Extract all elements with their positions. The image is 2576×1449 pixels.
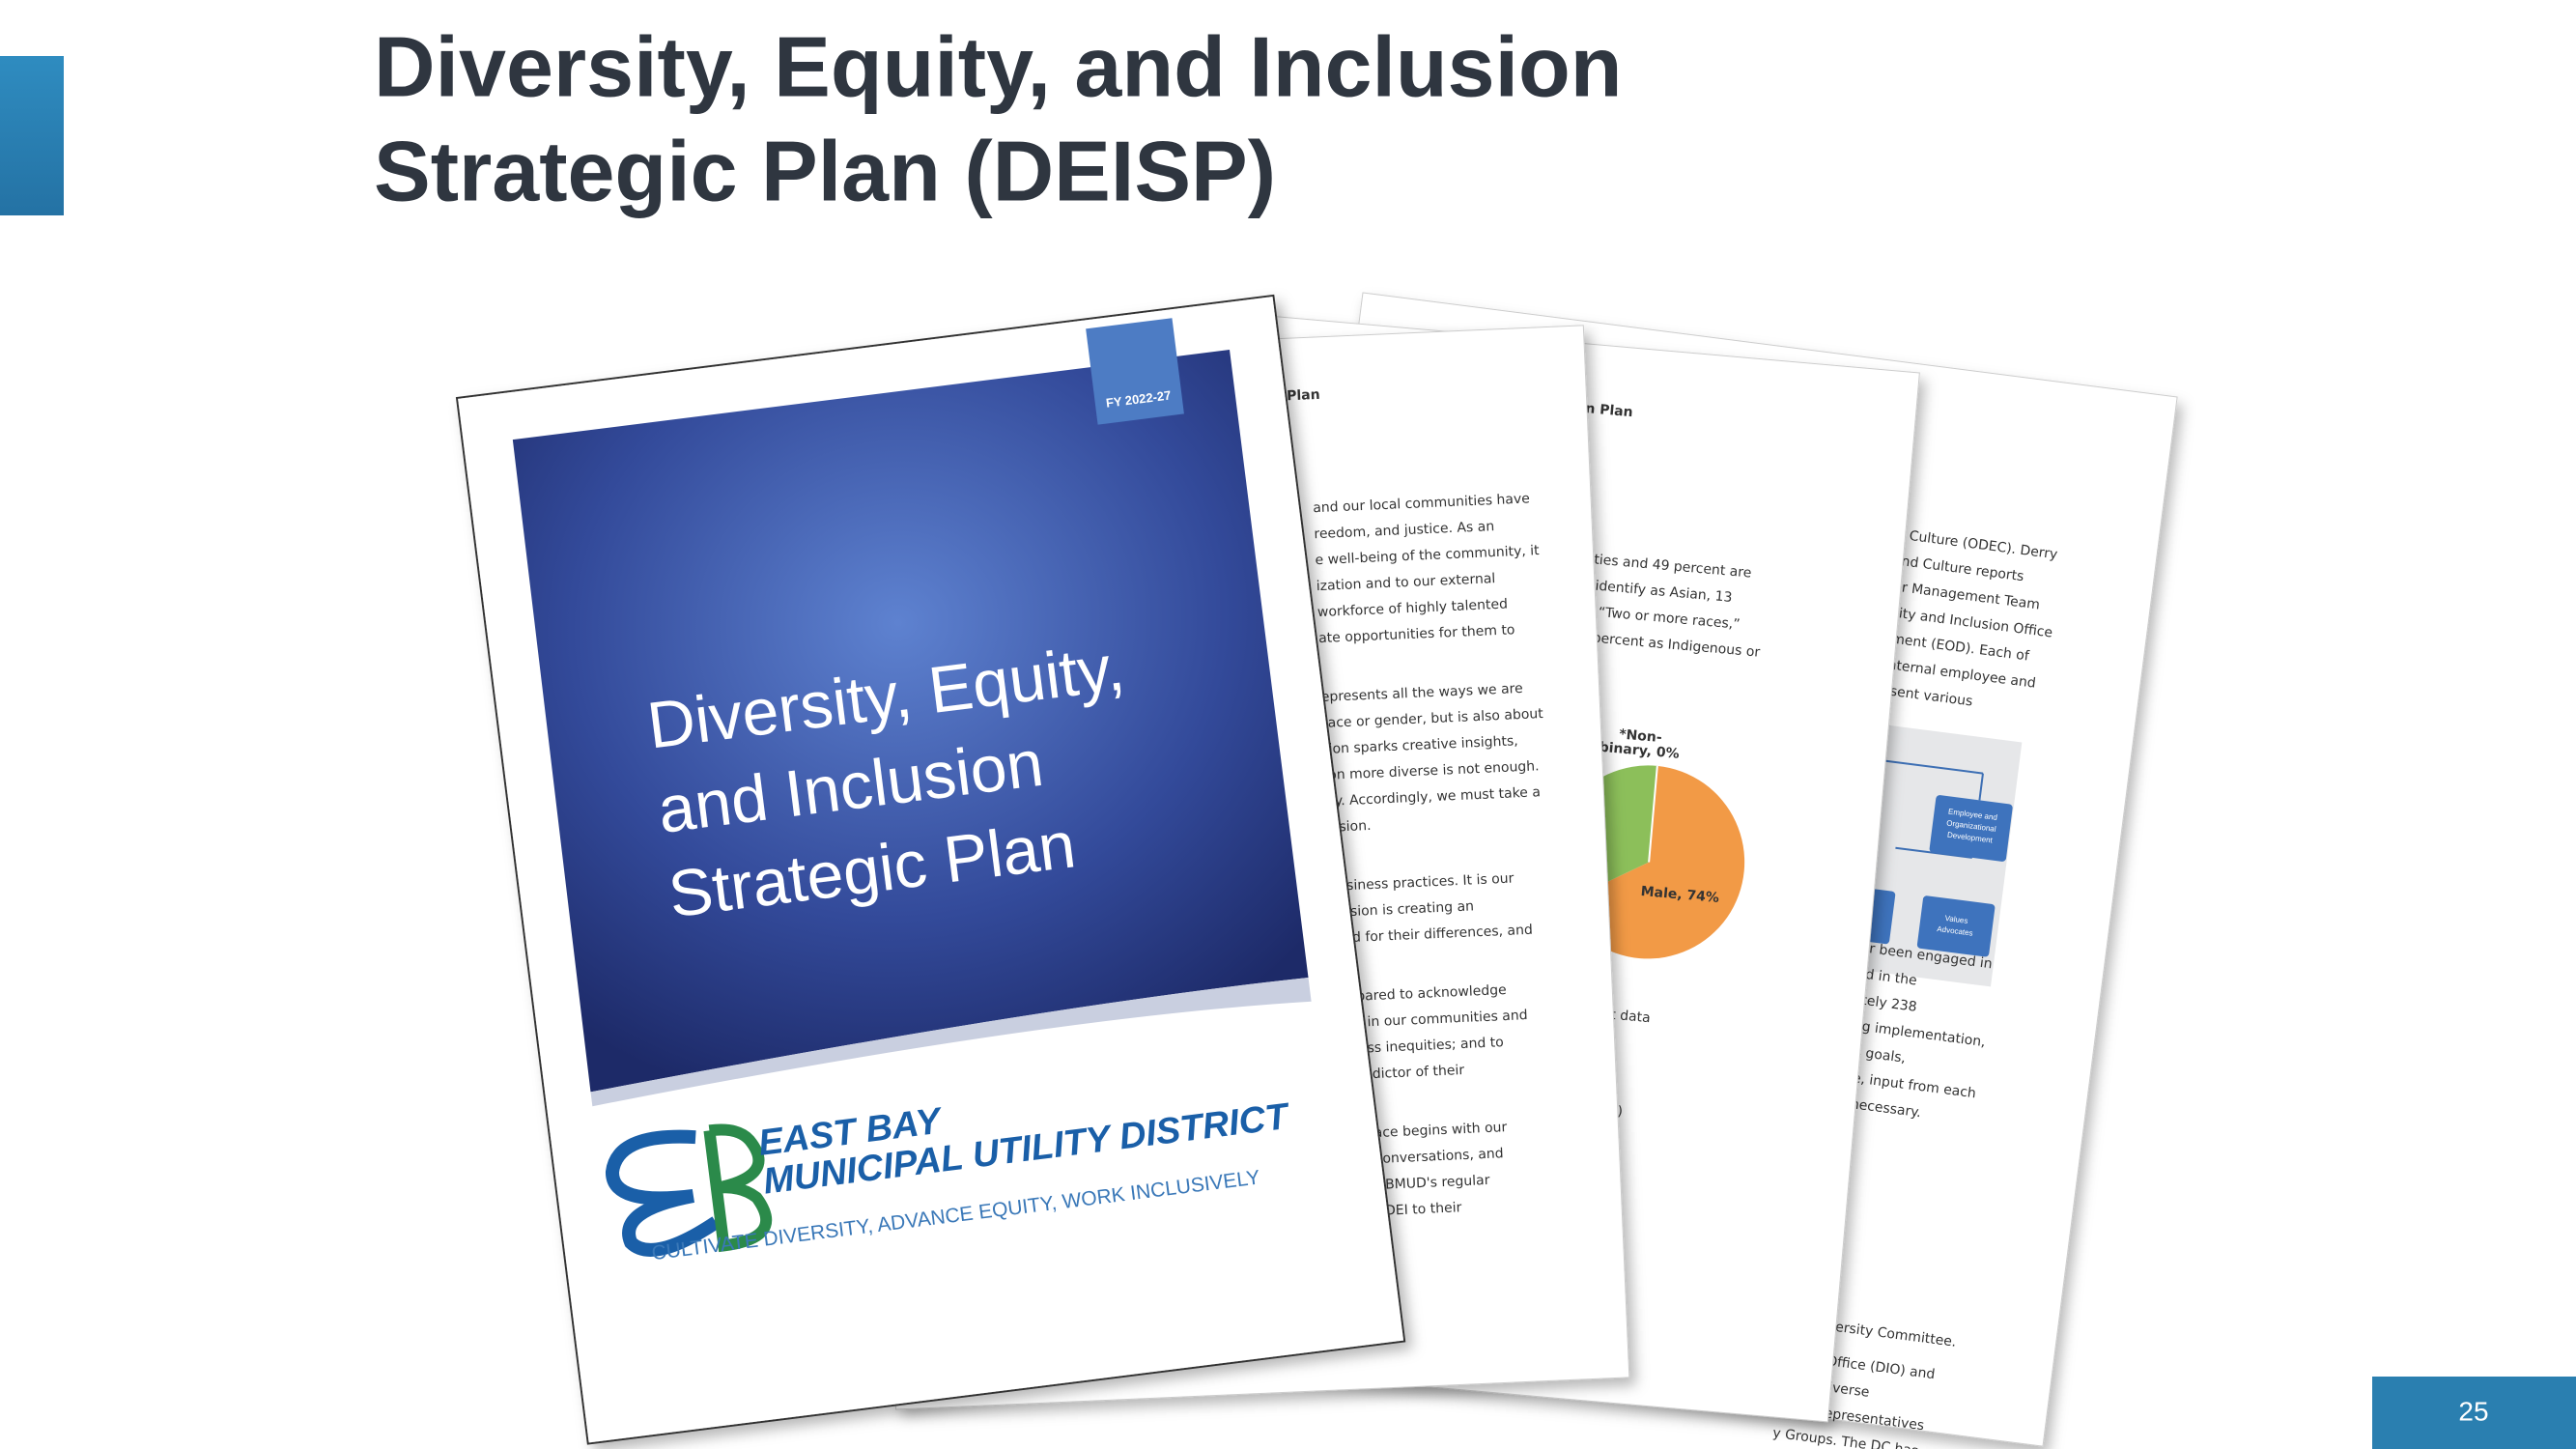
chart-label: Male, 74% [1640,884,1719,906]
chart-label: binary, 0% [1599,740,1680,762]
org-box-label: Values [1944,914,1968,925]
page-header: Plan [1287,387,1320,404]
slide-title: Strategic Plan (DEISP) [374,123,1276,218]
body-text-line: ddress inequities; and to [1336,1035,1504,1058]
cover-page: FY 2022-27 Diversity, Equity, and Inclus… [455,294,1406,1445]
body-text-line: clusion is creating an [1330,898,1474,920]
pie-divider [1648,765,1658,863]
org-chart-line [1978,773,1984,801]
body-text-line: orkplace begins with our [1340,1120,1508,1143]
chart-label: *Non- [1619,726,1663,746]
org-box [1929,795,2013,862]
body-text-line: prepared to acknowledge [1334,982,1507,1006]
page-header: on Plan [1575,400,1633,420]
page-number-box [2372,1377,2576,1449]
cover-panel [512,350,1309,1093]
slide-title: Diversity, Equity, and Inclusion [374,18,1623,114]
page-number: 25 [2458,1396,2488,1426]
org-box [1916,895,1996,957]
logo-mark [605,1123,773,1257]
cover-swoosh [590,977,1312,1107]
fy-box [1086,318,1184,425]
accent-bar [0,56,64,215]
